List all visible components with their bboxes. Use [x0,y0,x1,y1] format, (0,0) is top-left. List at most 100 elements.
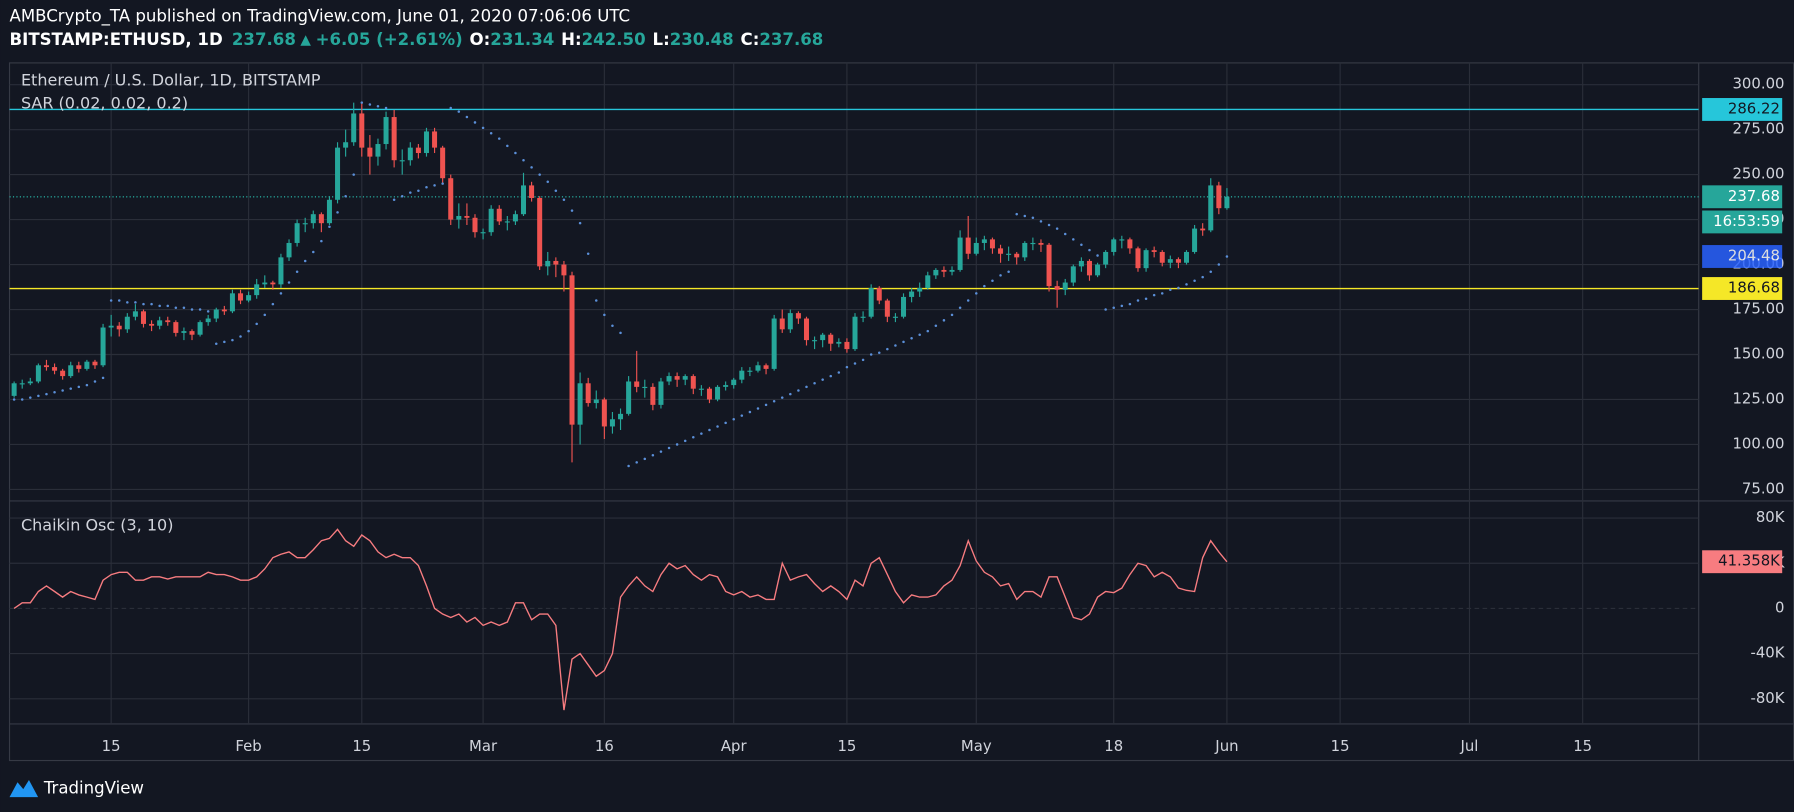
sar-dot [651,453,655,457]
price-pane-title: Ethereum / U.S. Dollar, 1D, BITSTAMP [21,71,321,90]
candle-body [1022,242,1028,258]
candle-body [706,388,712,400]
candle-body [901,296,907,317]
countdown-bg [1702,210,1783,234]
y-tick-label: 300.00 [1732,75,1784,93]
candle-body [27,381,33,384]
sar-dot [1169,288,1172,291]
sar-dot [659,450,663,453]
byline: AMBCrypto_TA published on TradingView.co… [10,7,631,27]
sar-dot [716,425,719,428]
y-tick-label: 100.00 [1732,434,1784,452]
brand: TradingView [43,779,144,798]
sar-dot [37,394,40,398]
candle-body [246,295,252,301]
candle-body [634,381,640,387]
sar-dot [1023,214,1027,218]
sar-dot [61,389,64,392]
sar-dot [869,353,873,356]
candle-body [286,242,292,258]
candle-body [1224,196,1230,209]
sar-dot [20,398,24,401]
sar-dot [772,400,776,403]
high: 242.50 [582,30,646,49]
sar-dot [69,387,72,390]
x-tick-label: Mar [469,737,498,755]
sar-dot [958,306,962,309]
candle-body [1143,250,1149,269]
candle-body [456,215,462,220]
level-badge-label: 237.68 [1728,187,1780,205]
sar-dot [861,358,865,362]
sar-dot [934,324,938,327]
candle-body [375,144,381,157]
candle-body [601,399,607,427]
sar-dot [1201,275,1204,279]
candle-body [383,117,389,145]
candle-body [149,323,155,326]
candle-body [868,287,874,317]
sar-dot [1225,255,1229,258]
sar-title: SAR (0.02, 0.02, 0.2) [21,94,188,113]
sar-dot [425,185,428,189]
candle-body [11,383,17,396]
candle-body [860,316,866,318]
y-tick-label: 250.00 [1732,165,1784,183]
x-tick-label: Jun [1214,737,1238,755]
candle-body [1062,282,1068,290]
candle-body [512,214,518,222]
sar-dot [223,340,226,344]
candle-body [553,260,559,265]
sar-dot [1128,302,1132,306]
sar-dot [530,166,533,169]
sar-dot [263,313,267,317]
candle-body [771,318,777,369]
candle-body [593,399,599,404]
sar-dot [1152,293,1156,297]
sar-dot [320,239,323,243]
candle-body [909,291,915,297]
sar-dot [813,382,816,385]
candle-body [270,282,276,285]
candle-body [399,160,405,162]
candle-body [731,379,737,386]
change: +6.05 (+2.61%) [316,30,463,49]
sar-dot [142,302,145,306]
candle-body [739,370,745,380]
low: 230.48 [670,30,734,49]
level-badge-bg [1702,98,1783,121]
sar-dot [942,319,946,322]
candle-body [674,376,680,380]
symbol: BITSTAMP:ETHUSD, 1D [10,30,223,49]
osc-last-badge: 41.358K [1702,550,1783,574]
candle-body [108,325,114,328]
y-tick-label: -40K [1750,644,1785,662]
candle-body [618,413,624,420]
candle-body [1070,266,1076,283]
level-badge: 286.22 [1702,98,1783,121]
sar-dot [271,302,275,306]
candle-body [221,309,227,312]
candle-body [43,365,49,368]
candle-body [820,334,826,341]
sar-dot [692,435,695,439]
sar-dot [150,302,153,306]
osc-last-badge-bg [1702,550,1783,574]
sar-dot [805,385,808,389]
candle-body [294,223,300,243]
sar-dot [619,331,622,335]
sar-dot [247,329,250,333]
candle-body [755,365,761,371]
sar-dot [554,189,558,193]
sar-dot [433,184,436,187]
x-tick-label: Jul [1460,737,1479,755]
candle-body [262,282,268,285]
sar-dot [603,313,606,317]
sar-dot [829,374,833,378]
candle-body [326,199,332,224]
sar-dot [740,414,744,417]
candle-body [310,214,316,224]
candle-body [1078,260,1084,267]
candle-body [278,257,284,285]
